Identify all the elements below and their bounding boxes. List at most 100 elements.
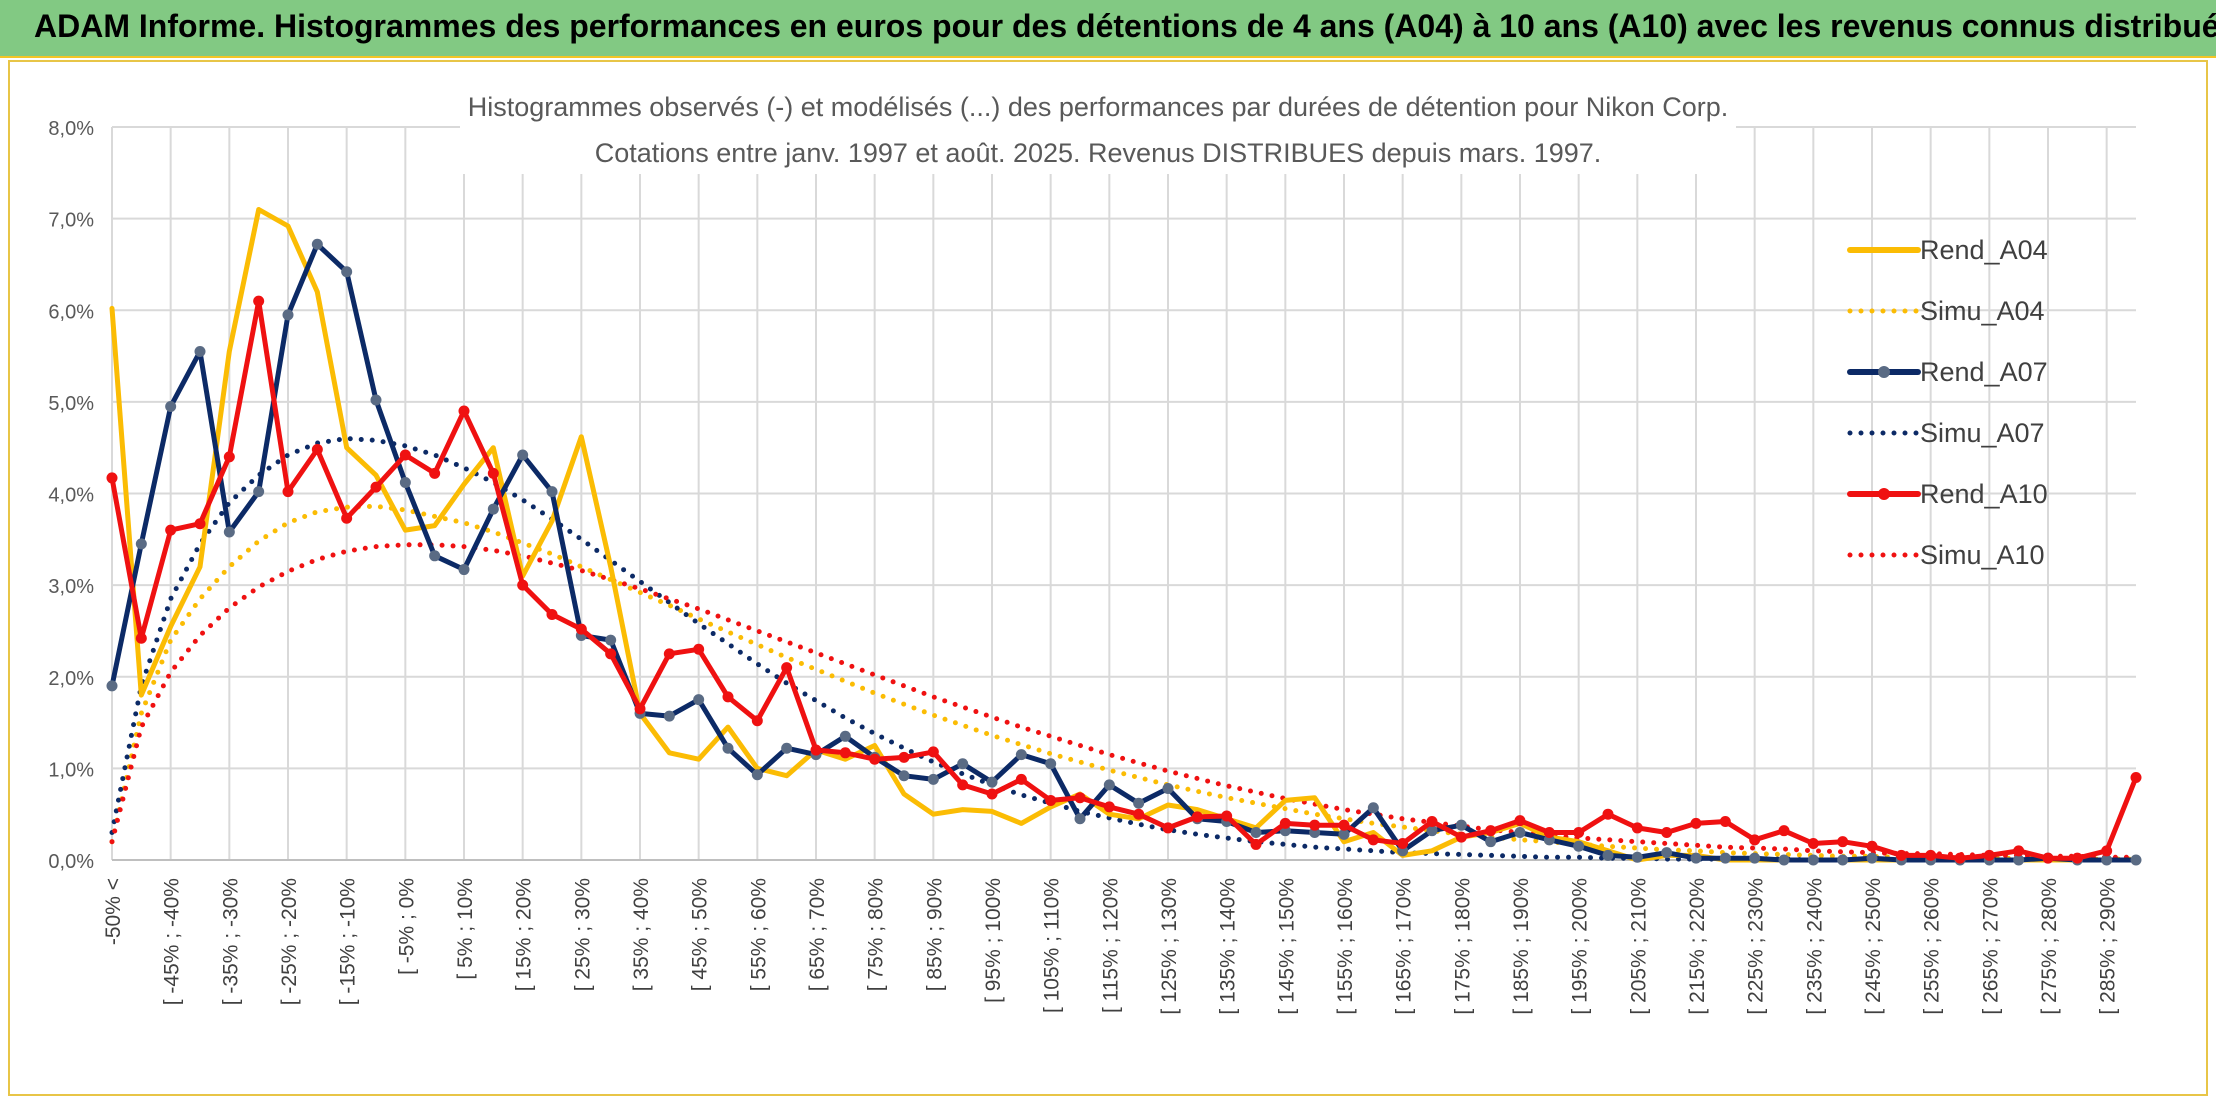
y-tick-label: 0,0% bbox=[48, 851, 94, 873]
y-tick-label: 4,0% bbox=[48, 485, 94, 507]
data-point-rend-a10 bbox=[1309, 819, 1321, 831]
data-point-rend-a07 bbox=[1133, 797, 1145, 809]
x-tick-label: [ 145% ; 150% bbox=[1275, 878, 1298, 1015]
data-point-rend-a10 bbox=[1631, 822, 1643, 834]
legend-label: Simu_A10 bbox=[1920, 540, 2045, 570]
x-tick-label: [ 285% ; 290% bbox=[2097, 878, 2120, 1015]
x-tick-label: [ 135% ; 140% bbox=[1217, 878, 1240, 1015]
data-point-rend-a07 bbox=[370, 394, 382, 406]
data-point-rend-a10 bbox=[1983, 849, 1995, 861]
y-tick-label: 7,0% bbox=[48, 210, 94, 232]
data-point-rend-a07 bbox=[2013, 854, 2025, 866]
data-point-rend-a07 bbox=[1426, 825, 1438, 837]
x-tick-label: [ 225% ; 230% bbox=[1745, 878, 1768, 1015]
data-point-rend-a10 bbox=[722, 691, 734, 703]
x-tick-label: [ 5% ; 10% bbox=[454, 878, 477, 980]
data-point-rend-a10 bbox=[1455, 831, 1467, 843]
data-point-rend-a07 bbox=[253, 486, 265, 498]
data-point-rend-a10 bbox=[1807, 838, 1819, 850]
data-point-rend-a10 bbox=[165, 524, 177, 536]
data-point-rend-a10 bbox=[1543, 827, 1555, 839]
data-point-rend-a10 bbox=[1074, 792, 1086, 804]
data-point-rend-a10 bbox=[1925, 849, 1937, 861]
data-point-rend-a07 bbox=[546, 486, 558, 498]
data-point-rend-a10 bbox=[663, 648, 675, 660]
series-line-rend-a07 bbox=[109, 241, 2139, 863]
data-point-rend-a07 bbox=[223, 526, 235, 538]
legend-marker bbox=[1878, 366, 1890, 378]
data-point-rend-a10 bbox=[1279, 817, 1291, 829]
legend-marker bbox=[1878, 488, 1890, 500]
data-point-rend-a07 bbox=[194, 345, 206, 357]
data-point-rend-a10 bbox=[839, 747, 851, 759]
x-tick-label: -50% < bbox=[102, 878, 125, 945]
data-point-rend-a07 bbox=[1338, 828, 1350, 840]
x-tick-label: [ 125% ; 130% bbox=[1158, 878, 1181, 1015]
data-point-rend-a10 bbox=[1015, 773, 1027, 785]
x-tick-label: [ 35% ; 40% bbox=[630, 878, 653, 991]
data-point-rend-a10 bbox=[957, 779, 969, 791]
x-tick-label: [ 85% ; 90% bbox=[923, 878, 946, 991]
x-tick-label: [ -5% ; 0% bbox=[395, 878, 418, 975]
series-line-rend-a04 bbox=[109, 207, 2139, 863]
data-point-rend-a07 bbox=[781, 742, 793, 754]
data-point-rend-a10 bbox=[810, 744, 822, 756]
data-point-rend-a07 bbox=[839, 730, 851, 742]
report-title: ADAM Informe. Histogrammes des performan… bbox=[34, 8, 2216, 44]
data-point-rend-a07 bbox=[1514, 827, 1526, 839]
data-point-rend-a10 bbox=[1778, 825, 1790, 837]
data-point-rend-a10 bbox=[253, 295, 265, 307]
data-point-rend-a10 bbox=[1191, 811, 1203, 823]
x-tick-label: [ -45% ; -40% bbox=[161, 878, 184, 1005]
data-point-rend-a10 bbox=[605, 648, 617, 660]
data-point-rend-a07 bbox=[1719, 852, 1731, 864]
series-line-rend-a10 bbox=[109, 298, 2139, 861]
data-point-rend-a10 bbox=[1485, 825, 1497, 837]
x-tick-label: [ 165% ; 170% bbox=[1393, 878, 1416, 1015]
x-tick-label: [ 45% ; 50% bbox=[689, 878, 712, 991]
x-tick-label: [ 65% ; 70% bbox=[806, 878, 829, 991]
data-point-rend-a10 bbox=[1954, 852, 1966, 864]
data-point-rend-a10 bbox=[1133, 808, 1145, 820]
data-point-rend-a07 bbox=[605, 634, 617, 646]
data-point-rend-a07 bbox=[1690, 852, 1702, 864]
x-tick-label: [ 55% ; 60% bbox=[747, 878, 770, 991]
data-point-rend-a07 bbox=[1074, 813, 1086, 825]
y-tick-label: 2,0% bbox=[48, 668, 94, 690]
data-point-rend-a10 bbox=[986, 788, 998, 800]
data-point-rend-a07 bbox=[1250, 827, 1262, 839]
data-point-rend-a10 bbox=[1367, 834, 1379, 846]
data-point-rend-a07 bbox=[1837, 854, 1849, 866]
x-tick-label: [ 15% ; 20% bbox=[513, 878, 536, 991]
data-point-rend-a07 bbox=[282, 309, 294, 321]
data-point-rend-a07 bbox=[399, 477, 411, 489]
data-point-rend-a07 bbox=[898, 770, 910, 782]
data-point-rend-a07 bbox=[1015, 749, 1027, 761]
data-point-rend-a10 bbox=[751, 715, 763, 727]
data-point-rend-a07 bbox=[165, 400, 177, 412]
data-point-rend-a10 bbox=[458, 405, 470, 417]
data-point-rend-a10 bbox=[341, 512, 353, 524]
data-point-rend-a10 bbox=[1866, 840, 1878, 852]
x-tick-label: [ 25% ; 30% bbox=[571, 878, 594, 991]
data-point-rend-a10 bbox=[1397, 838, 1409, 850]
x-tick-label: [ -15% ; -10% bbox=[337, 878, 360, 1005]
report-banner: ADAM Informe. Histogrammes des performan… bbox=[0, 0, 2216, 58]
data-point-rend-a07 bbox=[957, 758, 969, 770]
data-point-rend-a10 bbox=[311, 444, 323, 456]
data-point-rend-a07 bbox=[1602, 849, 1614, 861]
data-point-rend-a10 bbox=[194, 518, 206, 530]
data-point-rend-a10 bbox=[487, 467, 499, 479]
data-point-rend-a10 bbox=[2101, 845, 2113, 857]
data-point-rend-a10 bbox=[1602, 808, 1614, 820]
data-point-rend-a07 bbox=[458, 564, 470, 576]
x-tick-label: [ 155% ; 160% bbox=[1334, 878, 1357, 1015]
x-tick-label: [ 185% ; 190% bbox=[1510, 878, 1533, 1015]
data-point-rend-a07 bbox=[722, 742, 734, 754]
x-tick-label: [ 245% ; 250% bbox=[1862, 878, 1885, 1015]
x-tick-label: [ 205% ; 210% bbox=[1627, 878, 1650, 1015]
data-point-rend-a07 bbox=[429, 550, 441, 562]
x-tick-label: [ -25% ; -20% bbox=[278, 878, 301, 1005]
data-point-rend-a10 bbox=[1250, 838, 1262, 850]
